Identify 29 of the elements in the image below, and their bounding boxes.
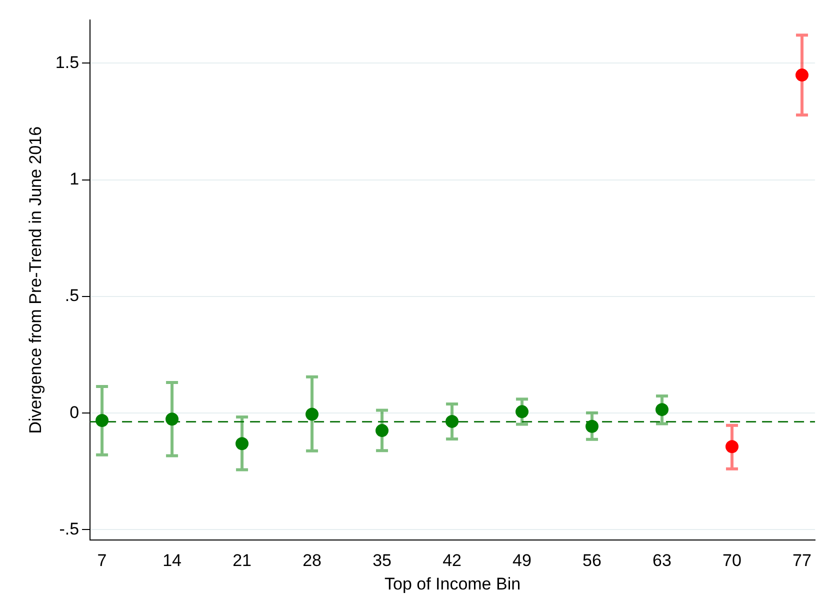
y-tick-label: 1.5 (55, 52, 80, 72)
point (796, 68, 808, 82)
point (306, 408, 319, 421)
y-axis-title: Divergence from Pre-Trend in June 2016 (26, 126, 45, 434)
point (236, 437, 249, 450)
x-tick-label: 70 (722, 551, 742, 570)
point (516, 405, 529, 418)
x-tick-label: 77 (792, 551, 812, 570)
x-axis-title: Top of Income Bin (384, 574, 521, 594)
x-tick-label: 63 (652, 551, 672, 570)
y-tick-label: 1 (70, 169, 80, 188)
y-tick-label: .5 (64, 286, 80, 306)
x-tick-label: 28 (302, 551, 322, 570)
x-tick-label: 42 (442, 551, 462, 570)
point (726, 440, 739, 454)
x-tick-label: 49 (512, 551, 532, 570)
x-tick-label: 56 (582, 551, 602, 570)
point (96, 414, 109, 428)
point (446, 414, 459, 428)
point (586, 420, 599, 433)
x-tick-label: 14 (162, 551, 182, 570)
point (656, 403, 669, 416)
point (166, 412, 179, 426)
point (376, 424, 389, 438)
x-tick-label: 21 (232, 551, 252, 570)
x-tick-label: 35 (372, 551, 392, 570)
y-tick-label: -.5 (59, 519, 80, 538)
x-tick-label: 7 (97, 551, 107, 570)
y-tick-label: 0 (70, 402, 80, 422)
